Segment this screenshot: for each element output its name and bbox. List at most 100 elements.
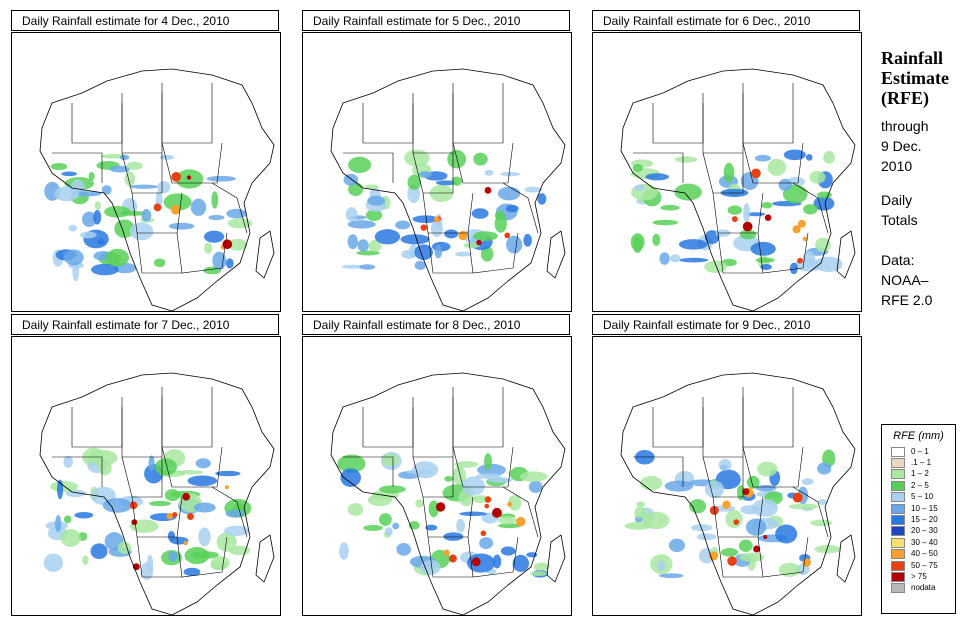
rainfall-patch — [658, 573, 684, 579]
country-border — [412, 456, 454, 498]
africa-coastline — [330, 372, 566, 615]
heavy-rain-patch — [480, 530, 487, 537]
rainfall-patch — [498, 515, 517, 525]
rainfall-patch — [674, 183, 702, 201]
rainfall-patch — [506, 235, 523, 254]
through-label: through — [881, 118, 929, 134]
legend-item: 10 – 15 — [891, 503, 955, 514]
heavy-rain-patch — [484, 503, 490, 509]
rainfall-patch — [368, 239, 382, 253]
rainfall-patch — [90, 543, 108, 559]
legend-item: 40 – 50 — [891, 549, 955, 560]
legend-item: 2 – 5 — [891, 480, 955, 491]
country-border — [362, 407, 414, 448]
country-border — [702, 152, 744, 194]
country-border — [742, 83, 794, 144]
legend-label: 1 – 2 — [911, 469, 929, 479]
rainfall-patch — [739, 229, 757, 240]
rainfall-patch — [120, 210, 147, 216]
heavy-rain-patch — [797, 219, 806, 228]
rainfall-patch — [660, 204, 680, 211]
rainfall-patch — [82, 555, 89, 566]
country-border — [757, 232, 809, 274]
rainfall-patch — [364, 184, 379, 190]
rainfall-patch — [63, 455, 74, 468]
through-date-line: 9 Dec. — [881, 138, 922, 154]
rainfall-patch — [454, 461, 479, 468]
rainfall-patch — [211, 191, 219, 209]
rainfall-patch — [163, 193, 192, 211]
country-border — [452, 83, 504, 144]
heavy-rain-patch — [166, 512, 174, 520]
heavy-rain-patch — [742, 221, 753, 232]
rainfall-patch — [168, 551, 178, 562]
rainfall-patch — [760, 264, 772, 271]
rainfall-patch — [159, 154, 175, 160]
rainfall-patch — [198, 527, 211, 547]
rainfall-patch — [168, 222, 195, 230]
rainfall-patch — [659, 252, 670, 265]
rainfall-patch — [374, 229, 401, 245]
country-border — [71, 103, 123, 144]
africa-coastline — [620, 68, 856, 311]
legend-item: 30 – 40 — [891, 537, 955, 548]
legend-label: 30 – 40 — [911, 537, 938, 547]
rainfall-patch — [72, 261, 80, 282]
panel-title: Daily Rainfall estimate for 7 Dec., 2010 — [11, 314, 279, 335]
rainfall-patch — [343, 173, 359, 186]
rainfall-patch — [414, 260, 426, 270]
legend-item: 1 – 2 — [891, 469, 955, 480]
rainfall-patch — [428, 500, 439, 518]
country-border — [427, 232, 473, 274]
rainfall-patch — [141, 209, 152, 222]
rainfall-patch — [157, 180, 171, 194]
legend-label: 0 – 1 — [911, 446, 929, 456]
country-border — [792, 486, 829, 538]
rainfall-patch — [508, 494, 522, 511]
rainfall-patch — [473, 231, 498, 241]
rainfall-patch — [146, 554, 154, 573]
rainfall-patch — [484, 452, 492, 471]
rainfall-patch — [88, 171, 95, 181]
rainfall-patch — [778, 178, 792, 192]
madagascar-coastline — [546, 534, 566, 583]
data-source: Data: NOAA– RFE 2.0 — [881, 250, 965, 310]
heavy-rain-patch — [222, 239, 233, 250]
country-border — [452, 446, 514, 488]
rainfall-patch — [738, 539, 753, 552]
heavy-rain-patch — [802, 558, 811, 567]
rainfall-patch — [723, 162, 735, 183]
side-title-line: Estimate — [881, 68, 949, 88]
legend-swatch — [891, 458, 905, 469]
heavy-rain-patch — [763, 534, 768, 539]
rainfall-patch — [523, 233, 532, 247]
country-border — [652, 103, 704, 144]
country-border — [702, 456, 744, 498]
rainfall-patch — [783, 149, 806, 161]
country-border — [652, 407, 704, 448]
rainfall-patch — [471, 208, 489, 219]
rainfall-patch — [434, 244, 443, 259]
heavy-rain-patch — [433, 216, 440, 223]
heavy-rain-patch — [751, 168, 761, 179]
totals-note: Daily Totals — [881, 190, 965, 230]
rainfall-patch — [148, 455, 155, 472]
rainfall-patch — [657, 560, 666, 572]
heavy-rain-patch — [471, 557, 481, 567]
rainfall-map — [592, 32, 862, 312]
legend-swatch — [891, 469, 905, 480]
madagascar-coastline — [255, 230, 275, 279]
country-border — [717, 536, 763, 578]
rainfall-patch — [746, 475, 760, 489]
legend-swatch — [891, 492, 905, 503]
data-source-line: NOAA– — [881, 272, 929, 288]
heavy-rain-patch — [797, 257, 803, 264]
country-border — [136, 536, 182, 578]
rainfall-patch — [384, 527, 393, 536]
country-border — [121, 397, 163, 458]
rainfall-patch — [755, 484, 777, 492]
rainfall-patch — [381, 453, 399, 466]
heavy-rain-patch — [224, 485, 229, 490]
rainfall-patch — [396, 543, 412, 556]
rainfall-patch — [347, 220, 376, 229]
